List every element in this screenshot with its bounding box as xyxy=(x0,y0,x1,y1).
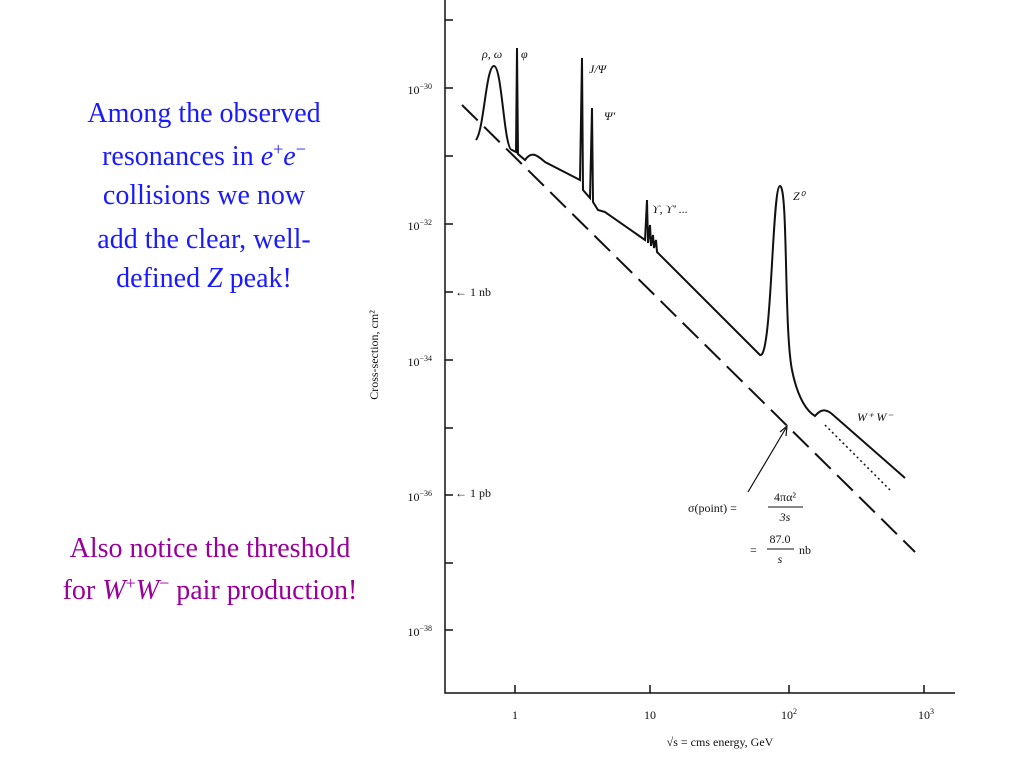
note-line: for W+W− pair production! xyxy=(63,573,358,606)
note-line: Also notice the threshold xyxy=(70,533,351,564)
text: 3 xyxy=(930,707,934,716)
note-line: Among the observed xyxy=(87,98,320,129)
text: −32 xyxy=(419,218,432,227)
text: − xyxy=(296,139,306,159)
y-tick-labels: 10−30 10−32 10−34 10−36 10−38 xyxy=(407,82,432,639)
note-line: add the clear, well- xyxy=(97,224,310,255)
text: − xyxy=(159,573,169,593)
text: ϒ, ϒ′ ... xyxy=(652,202,688,216)
note-line: collisions we now xyxy=(103,180,306,211)
text: defined xyxy=(116,263,207,294)
text: 10 xyxy=(407,490,419,504)
text: e xyxy=(261,141,273,172)
note-line: defined Z peak! xyxy=(116,263,292,294)
ticks xyxy=(445,19,925,693)
text: −36 xyxy=(419,489,432,498)
svg-text:102: 102 xyxy=(781,707,797,722)
text: ρ, ω xyxy=(481,47,502,61)
text: e xyxy=(283,141,295,172)
text: 3s xyxy=(779,510,791,524)
formula: σ(point) = 4πα² 3s = 87.0 s nb xyxy=(688,490,811,566)
text: 2 xyxy=(793,707,797,716)
figure: 10−30 10−32 10−34 10−36 10−38 1 10 102 1… xyxy=(367,0,955,749)
wpair-extrapolation xyxy=(824,424,891,491)
text: W xyxy=(136,575,162,606)
axes xyxy=(444,0,955,694)
text: peak! xyxy=(223,263,292,294)
text: add the clear, well- xyxy=(97,224,310,255)
note-bottom: Also notice the threshold for W+W− pair … xyxy=(63,533,358,606)
text: −30 xyxy=(419,82,432,91)
text: + xyxy=(126,573,136,593)
text: s xyxy=(778,552,783,566)
text: + xyxy=(273,139,283,159)
x-axis-label: √s = cms energy, GeV xyxy=(667,735,774,749)
peak-labels: ρ, ω φ J/Ψ Ψ′ ϒ, ϒ′ ... Z⁰ W⁺ W⁻ xyxy=(481,47,894,424)
note-line: resonances in e+e− xyxy=(102,139,306,172)
text: 10 xyxy=(781,708,793,722)
text: Also notice the threshold xyxy=(70,533,351,564)
svg-text:10−34: 10−34 xyxy=(407,354,432,369)
cross-section-curve xyxy=(475,47,906,479)
text: J/Ψ xyxy=(589,62,608,76)
svg-text:10−36: 10−36 xyxy=(407,489,432,504)
text: nb xyxy=(799,543,811,557)
text: −34 xyxy=(419,354,432,363)
text: 10 xyxy=(644,708,656,722)
text: −38 xyxy=(419,624,432,633)
text: 10 xyxy=(918,708,930,722)
point-cross-section-line xyxy=(461,104,916,553)
note-top: Among the observed resonances in e+e− co… xyxy=(87,98,320,294)
text: 10 xyxy=(407,219,419,233)
arrow xyxy=(747,424,788,493)
text: for xyxy=(63,575,103,606)
text: W xyxy=(102,575,128,606)
svg-text:1: 1 xyxy=(512,708,518,722)
text: Ψ′ xyxy=(604,109,615,123)
text: 10 xyxy=(407,355,419,369)
text: Among the observed xyxy=(87,98,320,129)
text: 10 xyxy=(407,83,419,97)
text: resonances in xyxy=(102,141,261,172)
svg-text:10−32: 10−32 xyxy=(407,218,432,233)
svg-text:10−38: 10−38 xyxy=(407,624,432,639)
text: collisions we now xyxy=(103,180,306,211)
text: 1 xyxy=(512,708,518,722)
text: Z xyxy=(207,263,223,294)
text: 4πα² xyxy=(774,490,796,504)
svg-text:10−30: 10−30 xyxy=(407,82,432,97)
text: σ(point) = xyxy=(688,501,737,515)
svg-text:10: 10 xyxy=(644,708,656,722)
text: φ xyxy=(521,47,528,61)
unit-marker: ← 1 nb xyxy=(455,285,491,299)
text: W⁺ W⁻ xyxy=(857,410,894,424)
unit-marker: ← 1 pb xyxy=(455,486,491,500)
text: pair production! xyxy=(169,575,357,606)
y-axis-label: Cross-section, cm² xyxy=(367,310,381,400)
text: 87.0 xyxy=(770,532,791,546)
x-tick-labels: 1 10 102 103 xyxy=(512,707,934,722)
text: Z⁰ xyxy=(793,189,807,203)
svg-text:103: 103 xyxy=(918,707,934,722)
text: = xyxy=(750,543,757,557)
text: 10 xyxy=(407,625,419,639)
